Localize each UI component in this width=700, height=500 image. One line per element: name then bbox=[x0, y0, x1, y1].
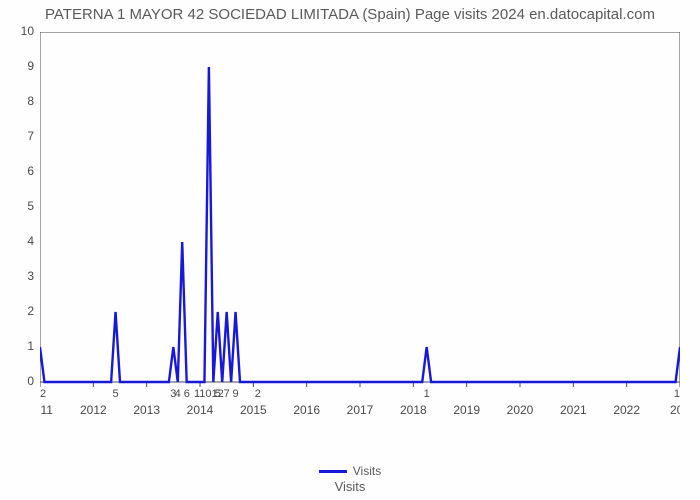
y-tick-label: 3 bbox=[0, 269, 34, 283]
svg-text:2018: 2018 bbox=[400, 403, 427, 417]
y-tick-label: 4 bbox=[0, 234, 34, 248]
svg-text:5: 5 bbox=[112, 388, 118, 400]
y-tick-label: 1 bbox=[0, 339, 34, 353]
svg-text:2021: 2021 bbox=[560, 403, 587, 417]
svg-text:2020: 2020 bbox=[507, 403, 534, 417]
chart-title: PATERNA 1 MAYOR 42 SOCIEDAD LIMITADA (Sp… bbox=[0, 6, 700, 23]
y-tick-label: 8 bbox=[0, 94, 34, 108]
svg-text:2012: 2012 bbox=[80, 403, 107, 417]
svg-text:2: 2 bbox=[255, 388, 261, 400]
svg-text:9: 9 bbox=[232, 388, 238, 400]
chart-xlabel: Visits bbox=[0, 479, 700, 494]
svg-text:2015: 2015 bbox=[240, 403, 267, 417]
svg-text:202: 202 bbox=[670, 403, 680, 417]
y-tick-label: 6 bbox=[0, 164, 34, 178]
svg-text:2011: 2011 bbox=[40, 403, 53, 417]
y-tick-label: 10 bbox=[0, 24, 34, 38]
svg-text:12: 12 bbox=[40, 388, 46, 400]
svg-text:12: 12 bbox=[674, 388, 680, 400]
svg-text:2022: 2022 bbox=[613, 403, 640, 417]
legend-swatch bbox=[319, 470, 347, 473]
chart-plot: 2011 2012 2013 2014 2015 2016 2017 2018 2019 2020… bbox=[40, 32, 680, 432]
y-tick-label: 7 bbox=[0, 129, 34, 143]
y-tick-label: 9 bbox=[0, 59, 34, 73]
svg-text:4 6: 4 6 bbox=[175, 388, 190, 400]
y-tick-label: 5 bbox=[0, 199, 34, 213]
svg-text:2013: 2013 bbox=[133, 403, 160, 417]
svg-text:2019: 2019 bbox=[453, 403, 480, 417]
y-tick-label: 2 bbox=[0, 304, 34, 318]
legend-label: Visits bbox=[353, 464, 381, 478]
svg-text:2017: 2017 bbox=[347, 403, 374, 417]
svg-text:1: 1 bbox=[424, 388, 430, 400]
svg-text:5: 5 bbox=[215, 388, 221, 400]
svg-text:7: 7 bbox=[224, 388, 230, 400]
chart-container: PATERNA 1 MAYOR 42 SOCIEDAD LIMITADA (Sp… bbox=[0, 0, 700, 500]
chart-legend: Visits bbox=[0, 464, 700, 478]
y-tick-label: 0 bbox=[0, 374, 34, 388]
svg-text:2014: 2014 bbox=[187, 403, 214, 417]
svg-text:2016: 2016 bbox=[293, 403, 320, 417]
